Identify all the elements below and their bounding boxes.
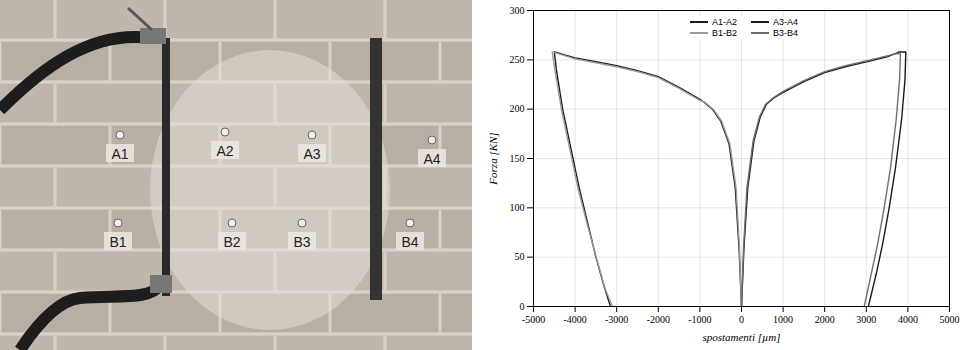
svg-text:250: 250 [510,54,525,65]
svg-text:200: 200 [510,103,525,114]
svg-text:3000: 3000 [856,314,876,325]
svg-text:50: 50 [515,251,525,262]
svg-text:5000: 5000 [940,314,960,325]
svg-text:150: 150 [510,153,525,164]
svg-text:2000: 2000 [815,314,835,325]
svg-text:0: 0 [739,314,744,325]
svg-text:-4000: -4000 [563,314,586,325]
svg-text:1000: 1000 [773,314,793,325]
svg-text:-1000: -1000 [688,314,711,325]
svg-text:-3000: -3000 [605,314,628,325]
html-text:B3-B4: B3-B4 [773,28,798,38]
html-text:B1-B2: B1-B2 [712,28,737,38]
svg-text:B1: B1 [109,234,126,250]
svg-text:A4: A4 [423,151,440,167]
svg-text:Forza [KN]: Forza [KN] [487,132,499,185]
svg-text:0: 0 [520,301,525,312]
svg-text:-2000: -2000 [647,314,670,325]
svg-text:100: 100 [510,202,525,213]
svg-text:A1: A1 [111,146,128,162]
svg-text:-5000: -5000 [522,314,545,325]
html-text:A1-A2: A1-A2 [712,17,737,27]
svg-text:A2: A2 [216,143,233,159]
svg-text:B4: B4 [401,234,418,250]
svg-text:B3: B3 [293,234,310,250]
svg-text:4000: 4000 [898,314,918,325]
svg-text:A3: A3 [303,146,320,162]
html-text:A3-A4: A3-A4 [773,17,798,27]
svg-text:300: 300 [510,5,525,16]
svg-text:B2: B2 [223,234,240,250]
svg-text:spostamenti [µm]: spostamenti [µm] [702,331,780,343]
